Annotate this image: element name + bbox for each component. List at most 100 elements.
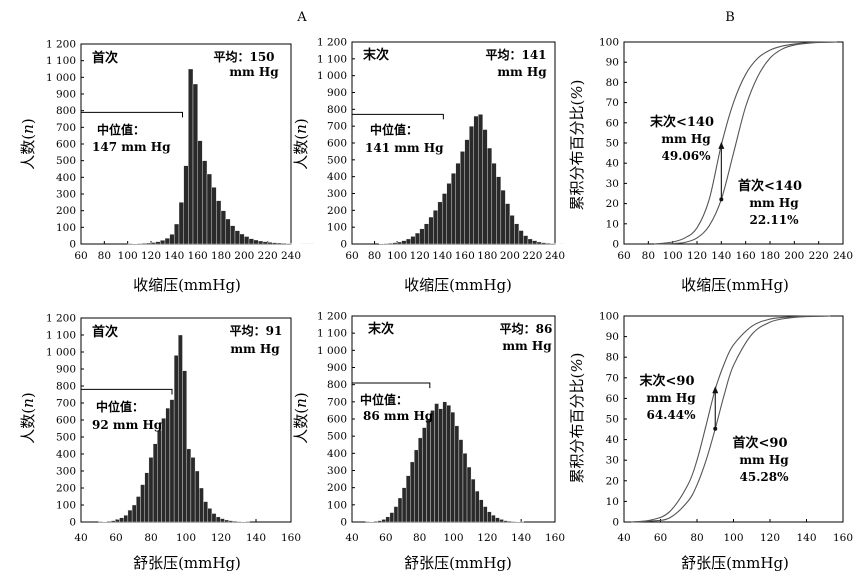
x-axis-label: 舒张压(mmHg) [404,554,512,572]
y-axis-label: 人数(n) [292,392,310,443]
y-axis-label-text: 人数(n) [19,392,37,443]
y-tick-label: 30 [606,455,619,467]
annotation-title: 末次<90 [639,373,695,389]
y-tick-label: 1 000 [317,345,347,357]
y-tick-label: 100 [599,311,619,323]
histogram-bar [466,466,472,523]
y-tick-label: 400 [327,448,347,460]
annotation-unit: mm Hg [749,196,799,210]
x-axis-label: 收缩压(mmHg) [681,276,789,294]
y-tick-label: 70 [606,97,619,109]
histogram-bar [150,242,156,245]
x-tick-label: 200 [784,250,804,262]
y-tick-label: 900 [56,364,76,376]
chart-dia-cumulative: 0 10 20 30 40 50 60 70 80 90 100 40 60 80 100 120 140 160… [568,311,853,573]
histogram-bar [442,401,447,523]
x-tick-label: 140 [164,250,184,262]
histogram-bar [483,506,488,523]
y-tick-label: 50 [606,414,619,426]
x-tick-label: 180 [760,250,780,262]
median-value: 141 mm Hg [365,141,444,155]
histogram-bar [244,236,250,245]
y-tick-label: 700 [56,122,76,134]
y-tick-label: 100 [327,499,347,511]
histogram-bar [164,237,170,245]
histogram-bar [258,240,264,245]
histogram-bar [389,512,395,523]
annotation-percent: 49.06% [662,149,712,163]
histogram-bar [550,243,556,245]
x-tick-label: 180 [211,250,231,262]
x-tick-label: 80 [368,250,381,262]
y-tick-label: 400 [56,449,76,461]
x-tick-label: 100 [387,250,407,262]
y-tick-label: 1 200 [317,37,347,49]
histogram-bar [424,223,429,245]
histogram-bar [161,418,166,523]
histogram-bar [207,508,213,523]
histogram-bar [460,151,465,245]
annotation-percent: 22.11% [750,213,800,227]
y-axis-label: 人数(n) [19,392,37,443]
histogram-bar [234,230,240,245]
y-tick-label: 90 [606,331,619,343]
y-tick-label: 900 [327,362,347,374]
histogram-bar [479,499,484,523]
cutoff-marker-dot [713,426,718,431]
y-tick-label: 700 [56,398,76,410]
mean-unit: mm Hg [502,339,552,353]
x-tick-label: 120 [477,532,497,544]
x-tick-label: 220 [522,250,542,262]
y-tick-label: 90 [606,57,619,69]
y-tick-label: 70 [606,372,619,384]
y-axis-label: 人数(n) [292,118,310,169]
histogram-bar [419,228,425,245]
y-tick-label: 800 [56,105,76,117]
y-tick-label: 1 100 [317,53,347,65]
histogram-bar [442,193,447,245]
x-axis-label: 收缩压(mmHg) [404,276,512,294]
y-tick-label: 600 [327,138,347,150]
histogram-bar [239,233,245,245]
median-value: 92 mm Hg [92,418,163,432]
annotation-unit: mm Hg [739,453,789,467]
histogram-bar [182,370,187,523]
y-tick-label: 600 [56,139,76,151]
panel-label-a: A [296,10,307,25]
histogram-bar [450,411,456,523]
histogram-bar [536,241,542,245]
cutoff-marker-triangle [712,386,719,394]
median-label: 中位值： [370,122,418,137]
histogram-bar [123,515,129,523]
y-tick-label: 800 [327,379,347,391]
x-tick-label: 160 [281,532,301,544]
x-tick-label: 140 [432,250,452,262]
x-tick-label: 240 [281,250,301,262]
histogram-bar [228,520,234,523]
x-tick-label: 240 [545,250,565,262]
y-tick-label: 400 [56,172,76,184]
x-tick-label: 120 [760,532,780,544]
x-tick-label: 120 [141,250,161,262]
y-tick-label: 80 [606,77,619,89]
histogram-bar [178,334,183,523]
histogram-bar [487,511,492,523]
histogram-bar [136,243,142,245]
cumulative-curve [654,41,837,245]
histogram-bar [478,114,483,245]
y-tick-label: 900 [327,87,347,99]
annotation-percent: 45.28% [740,470,790,484]
histogram-bar [178,202,184,245]
x-tick-label: 100 [443,532,463,544]
y-tick-label: 700 [327,121,347,133]
mean-label: 平均：91 [230,323,283,338]
x-tick-label: 200 [234,250,254,262]
y-tick-label: 0 [69,517,76,529]
histogram-bar [454,425,460,523]
y-axis-label-text: 累积分布百分比(%) [568,353,586,484]
x-tick-label: 60 [379,532,392,544]
histogram-bar [140,484,145,523]
y-tick-label: 1 000 [46,347,76,359]
